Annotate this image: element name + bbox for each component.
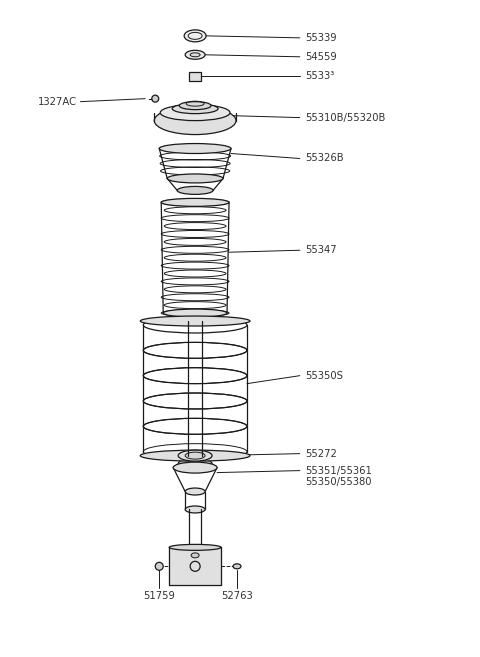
Text: 54559: 54559: [305, 52, 336, 62]
Text: 52763: 52763: [221, 591, 253, 601]
Polygon shape: [169, 547, 221, 585]
Text: 55326B: 55326B: [305, 154, 343, 164]
Text: 55350S: 55350S: [305, 371, 343, 380]
Ellipse shape: [185, 506, 205, 513]
Ellipse shape: [140, 450, 250, 461]
Ellipse shape: [190, 53, 200, 57]
Text: 55339: 55339: [305, 33, 336, 43]
Text: 55347: 55347: [305, 245, 336, 255]
Ellipse shape: [155, 562, 163, 570]
Ellipse shape: [173, 462, 217, 473]
Ellipse shape: [184, 30, 206, 42]
Ellipse shape: [154, 106, 236, 135]
Ellipse shape: [185, 488, 205, 495]
Ellipse shape: [185, 452, 205, 459]
Ellipse shape: [191, 553, 199, 558]
Ellipse shape: [172, 104, 218, 114]
Ellipse shape: [178, 459, 212, 468]
Ellipse shape: [233, 564, 241, 569]
Ellipse shape: [163, 309, 227, 317]
Ellipse shape: [140, 316, 250, 326]
Ellipse shape: [177, 187, 213, 194]
Ellipse shape: [160, 104, 230, 121]
Ellipse shape: [178, 450, 212, 461]
Ellipse shape: [185, 51, 205, 59]
Ellipse shape: [167, 174, 223, 183]
Text: 5533³: 5533³: [305, 71, 334, 81]
Bar: [189, 72, 201, 81]
Text: 55310B/55320B: 55310B/55320B: [305, 112, 385, 123]
Text: 55272: 55272: [305, 449, 336, 459]
Ellipse shape: [179, 102, 211, 110]
Text: 1327AC: 1327AC: [37, 97, 76, 106]
Ellipse shape: [159, 143, 231, 154]
Text: 55350/55380: 55350/55380: [305, 476, 372, 487]
Text: 51759: 51759: [144, 591, 175, 601]
Ellipse shape: [161, 198, 229, 206]
Ellipse shape: [152, 95, 159, 102]
Text: 55351/55361: 55351/55361: [305, 466, 372, 476]
Ellipse shape: [169, 545, 221, 551]
